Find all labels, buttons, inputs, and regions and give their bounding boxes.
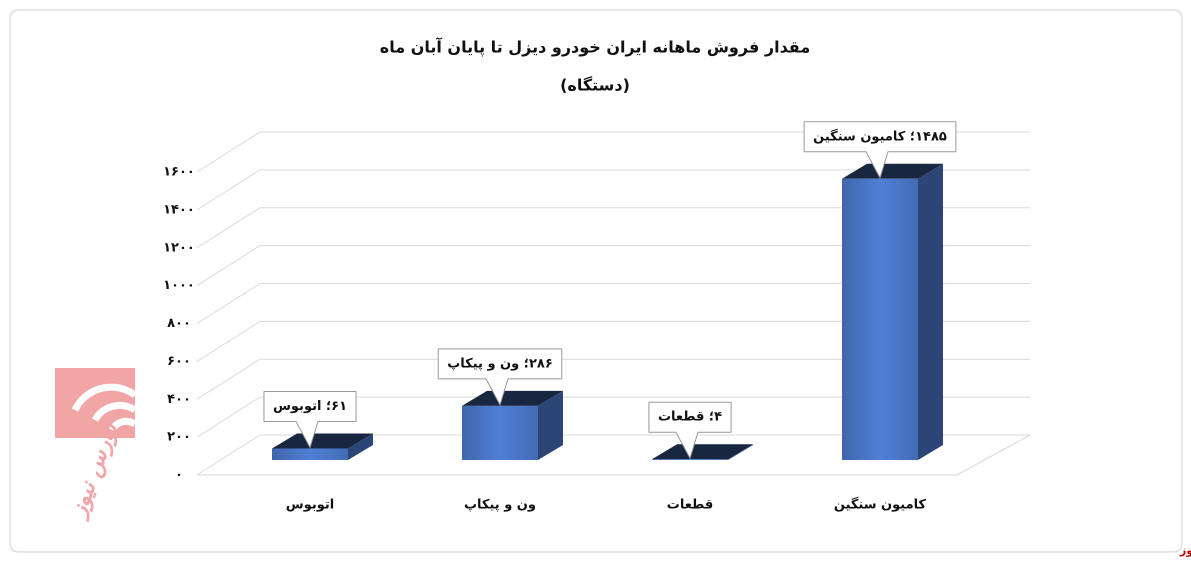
- data-label: ۱۴۸۵؛ کامیون سنگین: [803, 121, 957, 180]
- y-tick-label: ۰: [175, 468, 183, 483]
- callout: [648, 401, 732, 460]
- y-tick-label: ۱۴۰۰: [163, 202, 195, 217]
- bar: [652, 459, 728, 460]
- bar: [272, 448, 348, 460]
- y-tick-label: ۸۰۰: [167, 316, 191, 331]
- bar-top: [272, 433, 373, 449]
- bar-top: [462, 390, 563, 406]
- data-label-text: ۶۱؛ اتوبوس: [273, 399, 347, 414]
- grid-line: [196, 434, 1030, 476]
- grid-line: [196, 283, 1030, 324]
- bar: [842, 178, 918, 460]
- callout: [803, 121, 957, 180]
- data-label-text: ۱۴۸۵؛ کامیون سنگین: [813, 128, 947, 144]
- y-tick-label: ۱۶۰۰: [163, 165, 195, 180]
- bar-side: [348, 433, 373, 460]
- logo-arcs: [71, 383, 138, 432]
- y-tick-label: ۱۰۰۰: [163, 278, 195, 293]
- chart-title: مقدار فروش ماهانه ایران خودرو دیزل تا پا…: [380, 37, 810, 58]
- x-tick-label: قطعات: [667, 498, 713, 513]
- source: بورس نیوز: [1179, 544, 1191, 557]
- data-label: ۶۱؛ اتوبوس: [263, 390, 357, 449]
- data-label-text: ۴؛ قطعات: [658, 410, 722, 425]
- x-tick-label: کامیون سنگین: [834, 497, 927, 513]
- y-tick-label: ۱۲۰۰: [163, 240, 195, 255]
- bar-top: [842, 163, 943, 179]
- chart-subtitle: (دستگاه): [560, 76, 630, 95]
- grid-line: [196, 358, 1030, 400]
- data-label-text: ۲۸۶؛ ون و پیکاپ: [447, 356, 553, 371]
- data-label: ۲۸۶؛ ون و پیکاپ: [437, 348, 563, 407]
- grid-line: [196, 320, 1030, 362]
- grid-line: [196, 207, 1030, 249]
- grid-line: [196, 131, 1030, 173]
- grid-line: [196, 245, 1030, 287]
- grid-line: [196, 169, 1030, 211]
- bar-side: [918, 163, 943, 460]
- y-tick-label: ۶۰۰: [167, 354, 191, 369]
- bar-side: [538, 390, 563, 460]
- floor: [197, 434, 1031, 476]
- callout: [437, 348, 563, 407]
- x-tick-label: ون و پیکاپ: [464, 498, 536, 513]
- y-tick-label: ۴۰۰: [167, 392, 191, 407]
- bar-top: [652, 444, 753, 460]
- callout: [263, 390, 357, 449]
- y-tick-label: ۲۰۰: [167, 430, 191, 445]
- bar: [462, 405, 538, 460]
- bar-side: [728, 444, 753, 460]
- grid-line: [196, 396, 1030, 438]
- x-tick-label: اتوبوس: [286, 498, 334, 513]
- data-label: ۴؛ قطعات: [648, 401, 732, 460]
